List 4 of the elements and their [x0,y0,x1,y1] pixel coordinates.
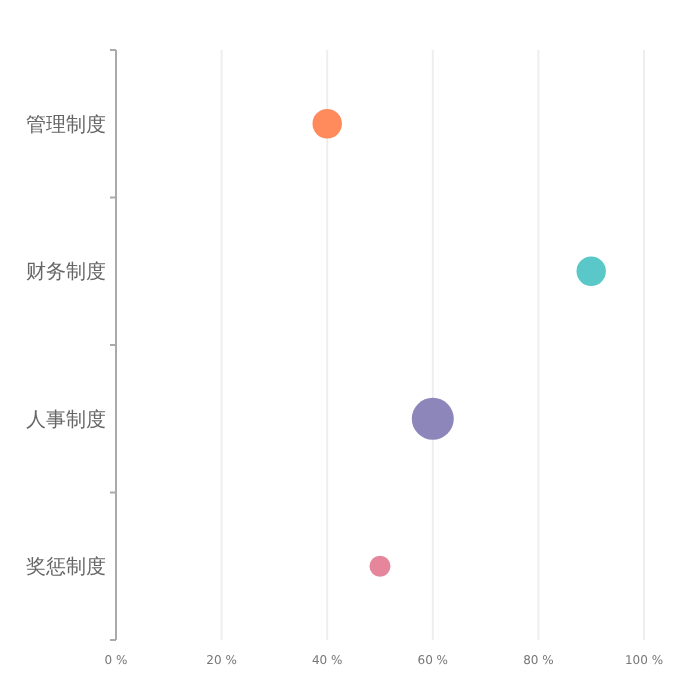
y-tick-label: 管理制度 [26,112,106,137]
y-tick-label: 奖惩制度 [26,555,106,580]
y-tick-label: 财务制度 [26,260,106,285]
y-tick-label: 人事制度 [26,407,106,432]
